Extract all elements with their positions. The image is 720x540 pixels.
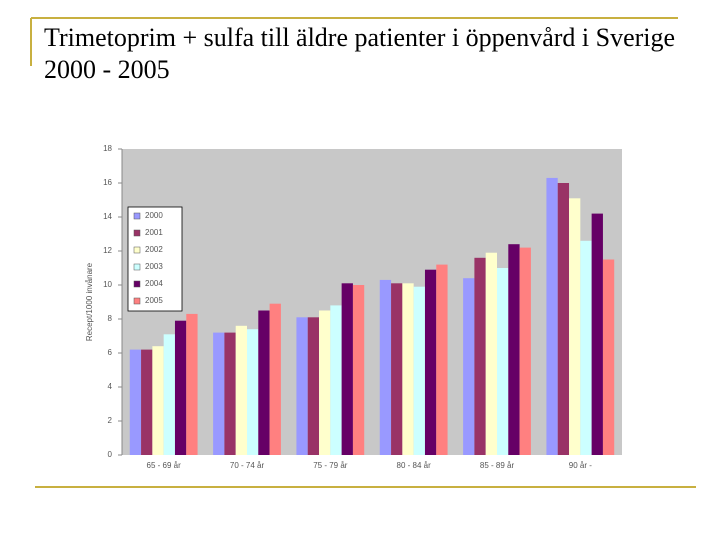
x-tick-label: 70 - 74 år <box>230 461 265 470</box>
x-tick-label: 80 - 84 år <box>397 461 432 470</box>
legend-label: 2003 <box>145 262 163 271</box>
plot-area <box>122 149 622 455</box>
bar <box>602 259 615 455</box>
legend-label: 2005 <box>145 296 163 305</box>
bar <box>235 325 247 455</box>
bar <box>474 257 486 455</box>
legend-swatch <box>133 280 141 288</box>
bar <box>247 329 259 455</box>
bar <box>186 313 198 455</box>
bar <box>413 286 425 455</box>
bar <box>424 269 437 455</box>
bar <box>319 310 331 455</box>
bar <box>379 279 392 455</box>
legend-label: 2004 <box>145 279 163 288</box>
bar <box>463 278 475 455</box>
bar <box>497 268 509 455</box>
bar <box>402 283 414 455</box>
bar <box>269 303 281 455</box>
bar <box>258 310 270 455</box>
legend-label: 2002 <box>145 245 163 254</box>
bar <box>129 349 142 455</box>
bar <box>508 244 520 455</box>
y-tick-label: 18 <box>103 144 112 153</box>
y-tick-label: 6 <box>108 348 113 357</box>
bar <box>485 252 497 455</box>
y-tick-label: 16 <box>103 178 112 187</box>
bar <box>341 283 353 455</box>
y-tick-label: 2 <box>108 416 113 425</box>
bar <box>152 346 164 455</box>
bar <box>580 240 592 455</box>
legend-swatch <box>133 229 141 237</box>
bar <box>174 320 187 455</box>
bar <box>569 198 581 456</box>
bar <box>391 283 403 455</box>
slide-title: Trimetoprim + sulfa till äldre patienter… <box>44 23 676 84</box>
bar <box>546 177 558 455</box>
y-tick-label: 4 <box>108 382 113 391</box>
legend-box <box>127 206 183 312</box>
bar <box>307 317 320 455</box>
y-tick-label: 14 <box>103 212 112 221</box>
bar <box>296 317 308 455</box>
bar <box>141 349 153 455</box>
bar <box>330 305 342 455</box>
x-tick-label: 65 - 69 år <box>147 461 182 470</box>
y-tick-label: 10 <box>103 280 112 289</box>
bar <box>163 334 175 455</box>
y-tick-label: 12 <box>103 246 112 255</box>
legend-swatch <box>133 212 141 220</box>
bar <box>557 183 570 455</box>
legend-swatch <box>133 263 141 271</box>
bar <box>436 264 448 455</box>
legend-swatch <box>133 246 141 254</box>
x-tick-label: 85 - 89 år <box>480 461 515 470</box>
x-tick-label: 75 - 79 år <box>313 461 348 470</box>
bar <box>591 213 603 455</box>
bar <box>519 247 531 455</box>
bar <box>224 332 236 455</box>
legend-label: 2000 <box>145 211 163 220</box>
y-tick-label: 8 <box>108 314 113 323</box>
x-tick-label: 90 år - <box>569 461 592 470</box>
bar <box>352 285 365 455</box>
y-axis-label: Recept/1000 invånare <box>85 262 94 341</box>
y-tick-label: 0 <box>108 450 113 459</box>
legend-swatch <box>133 297 141 305</box>
bar <box>213 332 225 455</box>
legend-label: 2001 <box>145 228 163 237</box>
